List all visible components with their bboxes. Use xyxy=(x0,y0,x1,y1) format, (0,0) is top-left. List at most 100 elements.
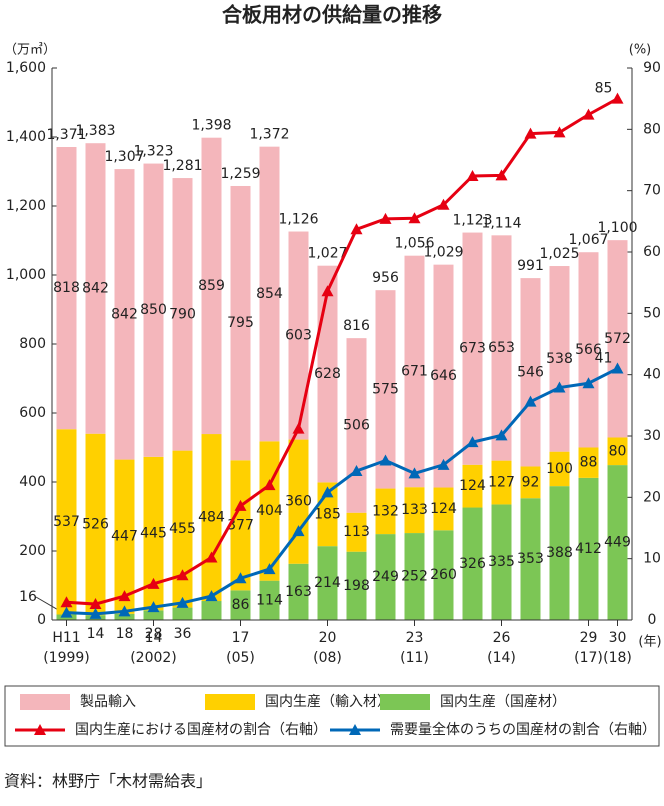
bar-segment xyxy=(230,185,251,461)
marker xyxy=(118,605,131,617)
value-label: 671 xyxy=(401,363,428,379)
x-unit: (年) xyxy=(638,635,661,650)
legend-label: 国内生産（国産材） xyxy=(440,694,566,710)
bar-segment xyxy=(375,290,396,489)
total-label: 1,307 xyxy=(104,149,144,165)
value-label: 113 xyxy=(343,524,370,540)
x-tick-label: 20 xyxy=(319,630,337,646)
y-tick-label: 1,000 xyxy=(6,267,46,283)
y2-unit: (%) xyxy=(629,43,652,58)
marker xyxy=(582,108,595,120)
value-label: 163 xyxy=(285,584,312,600)
bar-segment xyxy=(578,252,599,448)
legend-swatch xyxy=(20,694,70,710)
bar-segment xyxy=(404,255,425,488)
value-label: 628 xyxy=(314,366,341,382)
value-label: 124 xyxy=(459,478,486,494)
y-tick-label: 400 xyxy=(19,474,46,490)
marker xyxy=(176,569,189,581)
legend-swatch xyxy=(380,694,430,710)
value-label: 412 xyxy=(575,541,602,557)
bar-segment xyxy=(462,232,483,465)
marker xyxy=(582,377,595,389)
legend-marker xyxy=(349,724,361,735)
bar-segment xyxy=(375,534,396,620)
bar-segment xyxy=(607,437,628,466)
y2-tick-label: 20 xyxy=(643,489,661,505)
bar-segment xyxy=(491,460,512,505)
value-label: 18 xyxy=(116,626,134,642)
bar-segment xyxy=(549,451,570,487)
marker xyxy=(495,169,508,181)
bar-segment xyxy=(143,610,164,620)
marker xyxy=(350,464,363,476)
marker xyxy=(437,198,450,210)
total-label: 1,114 xyxy=(481,215,521,231)
value-label: 526 xyxy=(82,516,109,532)
value-label: 546 xyxy=(517,364,544,380)
y2-tick-label: 80 xyxy=(643,121,661,137)
y2-tick-label: 70 xyxy=(643,183,661,199)
y2-tick-label: 10 xyxy=(643,551,661,567)
bar-segment xyxy=(172,607,193,620)
bar-segment xyxy=(491,504,512,620)
bar-segment xyxy=(288,439,309,564)
bar-segment xyxy=(549,486,570,620)
total-label: 1,371 xyxy=(46,127,86,143)
marker xyxy=(118,590,131,602)
value-label: 28 xyxy=(145,626,163,642)
value-label: 214 xyxy=(314,575,341,591)
bar-segment xyxy=(346,512,367,552)
bar-segment xyxy=(56,147,77,430)
value-label: 260 xyxy=(430,567,457,583)
x-sublabel: (2002) xyxy=(130,650,177,666)
end-label: 41 xyxy=(595,351,613,367)
y-tick-label: 800 xyxy=(19,336,46,352)
value-label: 100 xyxy=(546,461,573,477)
value-label: 572 xyxy=(604,331,631,347)
value-label: 447 xyxy=(111,529,138,545)
marker xyxy=(234,572,247,584)
value-label: 252 xyxy=(401,569,428,585)
value-label: 455 xyxy=(169,521,196,537)
value-label: 92 xyxy=(522,474,540,490)
bar-segment xyxy=(56,429,77,615)
bar-segment xyxy=(462,464,483,508)
marker xyxy=(234,499,247,511)
line xyxy=(66,97,619,606)
total-label: 1,056 xyxy=(394,236,434,252)
bar-segment xyxy=(85,433,106,616)
value-label: 353 xyxy=(517,551,544,567)
x-sublabel: (11) xyxy=(400,650,429,666)
legend-label: 製品輸入 xyxy=(80,694,136,710)
total-label: 1,383 xyxy=(75,123,115,139)
x-tick-label: 30 xyxy=(609,630,627,646)
y-tick-label: 1,400 xyxy=(6,129,46,145)
marker xyxy=(60,606,73,618)
x-tick-label: 29 xyxy=(580,630,598,646)
value-label: 484 xyxy=(198,510,225,526)
legend-marker xyxy=(34,724,46,735)
bar-segment xyxy=(201,601,222,620)
x-tick-label: H11 xyxy=(52,630,80,646)
marker xyxy=(495,429,508,441)
value-label: 404 xyxy=(256,503,283,519)
bar-segment xyxy=(404,487,425,534)
bar-segment xyxy=(549,266,570,452)
x-tick-label: 17 xyxy=(232,630,250,646)
marker xyxy=(147,577,160,589)
total-label: 1,259 xyxy=(220,166,260,182)
value-label: 127 xyxy=(488,475,515,491)
total-label: 1,126 xyxy=(278,212,318,228)
marker xyxy=(408,467,421,479)
bar-segment xyxy=(520,498,541,620)
value-label: 86 xyxy=(232,597,250,613)
marker xyxy=(437,458,450,470)
value-label: 124 xyxy=(430,501,457,517)
marker xyxy=(553,381,566,393)
bar-segment xyxy=(259,146,280,442)
bar-segment xyxy=(143,163,164,457)
marker xyxy=(321,285,334,297)
bar-segment xyxy=(607,465,628,620)
value-label: 249 xyxy=(372,569,399,585)
